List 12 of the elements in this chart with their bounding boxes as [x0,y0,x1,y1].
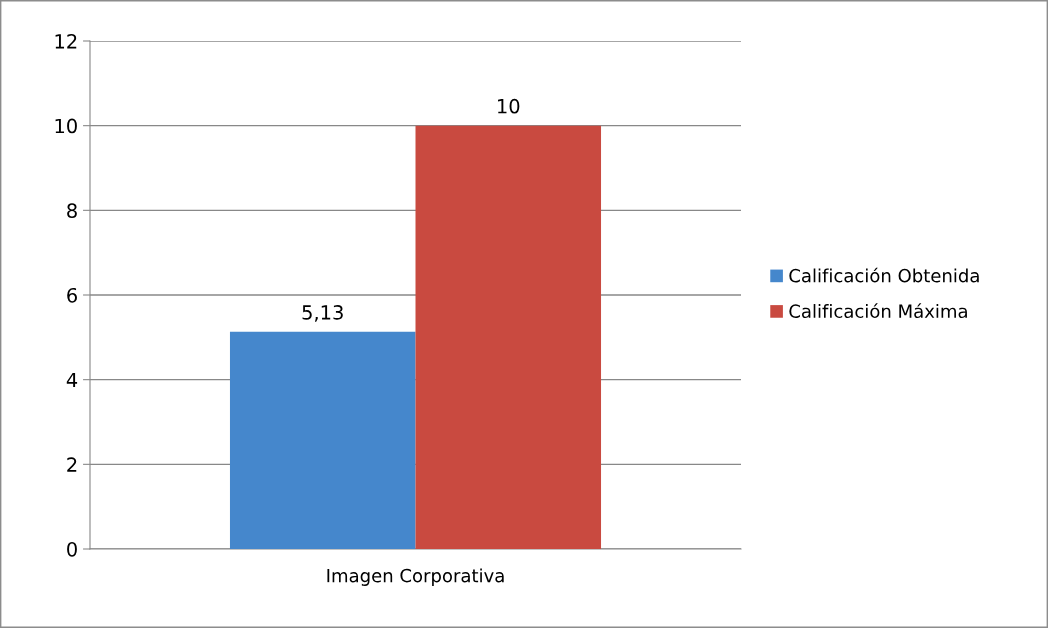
data-label: 10 [498,98,520,114]
legend-label: Calificación Obtenida [789,267,979,283]
y-tick-label: 12 [55,33,77,49]
y-tick-label: 0 [67,541,77,557]
x-tick-label: Imagen Corporativa [327,568,504,586]
y-tick-label: 8 [67,203,77,218]
y-tick-label: 2 [67,457,77,472]
data-label: 5,13 [302,305,343,322]
y-tick-label: 4 [66,372,78,388]
legend-label: Calificación Máxima [789,303,967,318]
y-tick-label: 10 [55,118,77,134]
y-tick-label: 6 [67,287,77,303]
